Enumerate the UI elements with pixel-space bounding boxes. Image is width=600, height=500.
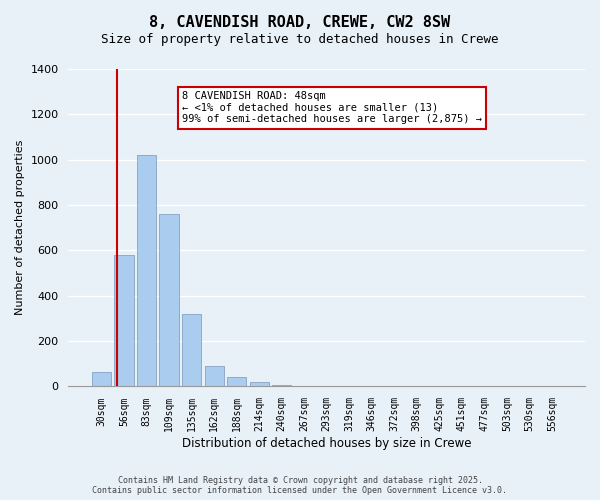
Bar [137, 155, 156, 386]
Bar [250, 382, 269, 386]
Bar [92, 372, 111, 386]
Bar [115, 255, 134, 386]
Y-axis label: Number of detached properties: Number of detached properties [15, 140, 25, 316]
Bar [205, 366, 224, 386]
Text: Contains HM Land Registry data © Crown copyright and database right 2025.
Contai: Contains HM Land Registry data © Crown c… [92, 476, 508, 495]
Text: 8, CAVENDISH ROAD, CREWE, CW2 8SW: 8, CAVENDISH ROAD, CREWE, CW2 8SW [149, 15, 451, 30]
Bar [182, 314, 201, 386]
Bar [160, 214, 179, 386]
Bar [227, 378, 246, 386]
Text: Size of property relative to detached houses in Crewe: Size of property relative to detached ho… [101, 32, 499, 46]
X-axis label: Distribution of detached houses by size in Crewe: Distribution of detached houses by size … [182, 437, 472, 450]
Text: 8 CAVENDISH ROAD: 48sqm
← <1% of detached houses are smaller (13)
99% of semi-de: 8 CAVENDISH ROAD: 48sqm ← <1% of detache… [182, 91, 482, 124]
